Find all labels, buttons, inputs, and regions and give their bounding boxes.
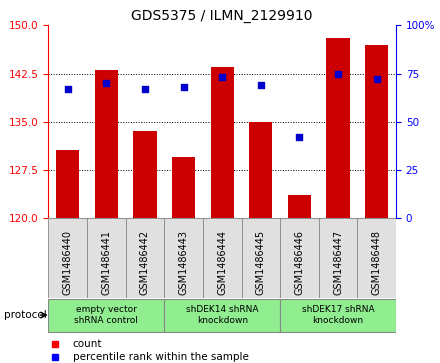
Point [180,84,187,90]
Bar [288,195,311,218]
Bar [164,299,280,332]
Bar [203,218,242,298]
Bar [326,38,350,218]
Bar [164,218,203,298]
Bar [133,131,157,218]
Text: GSM1486441: GSM1486441 [101,230,111,295]
Point [64,86,71,92]
Text: GSM1486442: GSM1486442 [140,230,150,295]
Point [296,134,303,140]
Text: count: count [73,339,102,349]
Bar [48,218,87,298]
Bar [126,218,164,298]
Text: shDEK14 shRNA
knockdown: shDEK14 shRNA knockdown [186,305,258,325]
Text: protocol: protocol [4,310,47,320]
Text: GSM1486443: GSM1486443 [179,230,189,295]
Point [141,86,148,92]
Title: GDS5375 / ILMN_2129910: GDS5375 / ILMN_2129910 [132,9,313,23]
Bar [87,218,126,298]
Bar [56,150,79,218]
Point [257,82,264,88]
Text: GSM1486448: GSM1486448 [372,230,381,295]
Text: shDEK17 shRNA
knockdown: shDEK17 shRNA knockdown [302,305,374,325]
Bar [48,299,164,332]
Bar [172,157,195,218]
Point [103,80,110,86]
Text: GSM1486444: GSM1486444 [217,230,227,295]
Bar [280,218,319,298]
Bar [242,218,280,298]
Text: GSM1486440: GSM1486440 [63,230,73,295]
Bar [357,218,396,298]
Text: empty vector
shRNA control: empty vector shRNA control [74,305,138,325]
Bar [280,299,396,332]
Bar [319,218,357,298]
Text: GSM1486445: GSM1486445 [256,230,266,295]
Text: GSM1486446: GSM1486446 [294,230,304,295]
Point [373,76,380,82]
Text: percentile rank within the sample: percentile rank within the sample [73,352,249,362]
Point [334,70,341,76]
Bar [211,67,234,218]
Bar [249,122,272,218]
Point [219,74,226,80]
Text: GSM1486447: GSM1486447 [333,230,343,295]
Bar [95,70,118,218]
Bar [365,45,388,218]
